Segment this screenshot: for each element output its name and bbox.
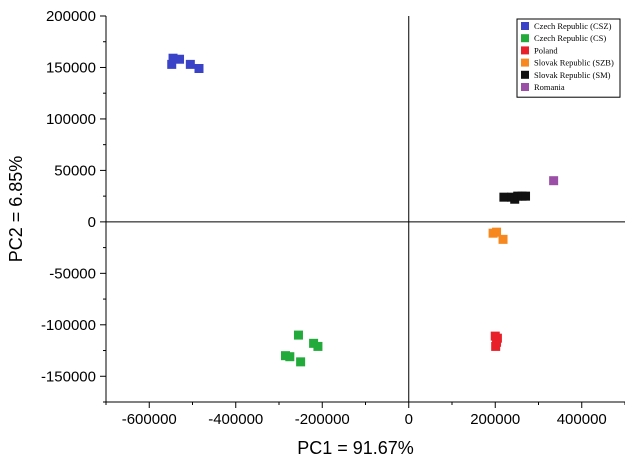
- data-point: [549, 176, 559, 186]
- data-markers: [167, 53, 559, 367]
- x-tick-label: -400000: [208, 411, 263, 428]
- data-point: [492, 227, 502, 237]
- legend-entry: Poland: [534, 45, 558, 55]
- y-tick-label: -50000: [49, 265, 96, 282]
- x-tick-label: 200000: [470, 411, 520, 428]
- y-tick-label: -150000: [41, 368, 96, 385]
- tick-labels: -150000 -100000 -50000 0 50000 100000 150000 20…: [41, 8, 607, 428]
- y-tick-label: 200000: [46, 8, 96, 25]
- data-point: [175, 54, 185, 64]
- data-point: [498, 234, 508, 244]
- data-point: [285, 352, 295, 362]
- legend-swatch: [521, 58, 529, 67]
- y-tick-label: 50000: [54, 162, 96, 179]
- data-point: [293, 330, 303, 340]
- legend-entry: Slovak Republic (SZB): [534, 58, 614, 68]
- y-tick-label: -100000: [41, 317, 96, 334]
- data-point: [194, 63, 204, 73]
- legend-box: [516, 18, 621, 98]
- data-point: [491, 341, 501, 351]
- data-point: [168, 53, 178, 63]
- data-point: [313, 341, 323, 351]
- x-tick-label: 0: [405, 411, 413, 428]
- data-point: [521, 191, 531, 201]
- legend: Czech Republic (CSZ) Czech Republic (CS) P…: [516, 18, 621, 98]
- tick-marks: [100, 15, 625, 408]
- data-point: [296, 357, 306, 367]
- legend-swatch: [521, 46, 529, 55]
- data-point: [499, 192, 509, 202]
- legend-swatch: [521, 34, 529, 43]
- x-axis-title: PC1 = 91.67%: [297, 438, 414, 458]
- legend-entry: Czech Republic (CS): [534, 33, 606, 43]
- x-tick-label: 400000: [557, 411, 607, 428]
- legend-swatch: [521, 83, 529, 91]
- y-axis-title: PC2 = 6.85%: [6, 156, 26, 263]
- x-tick-label: -200000: [295, 411, 350, 428]
- legend-entry: Czech Republic (CSZ): [534, 21, 612, 31]
- legend-swatch: [521, 22, 529, 30]
- y-tick-label: 0: [88, 214, 96, 231]
- y-tick-label: 100000: [46, 111, 96, 128]
- data-point: [492, 333, 502, 343]
- x-tick-label: -600000: [122, 411, 177, 428]
- data-point: [185, 59, 195, 69]
- legend-entry: Romania: [534, 82, 565, 92]
- legend-swatch: [521, 70, 529, 79]
- y-tick-label: 150000: [46, 59, 96, 76]
- data-point: [167, 59, 177, 69]
- legend-entry: Slovak Republic (SM): [534, 70, 611, 80]
